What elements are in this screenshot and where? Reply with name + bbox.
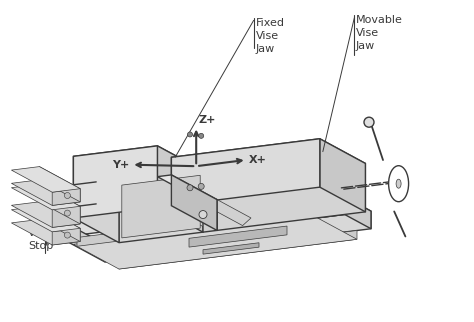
- Polygon shape: [11, 202, 80, 227]
- Circle shape: [187, 185, 193, 191]
- Polygon shape: [73, 156, 119, 243]
- Polygon shape: [39, 184, 80, 224]
- Polygon shape: [11, 166, 80, 192]
- Polygon shape: [11, 219, 80, 245]
- Polygon shape: [11, 206, 80, 232]
- Polygon shape: [320, 139, 365, 212]
- Polygon shape: [11, 184, 80, 210]
- Circle shape: [64, 232, 71, 238]
- Polygon shape: [203, 243, 259, 254]
- Ellipse shape: [389, 166, 409, 202]
- Polygon shape: [73, 146, 203, 181]
- Text: Y+: Y+: [112, 160, 129, 170]
- Polygon shape: [172, 139, 365, 182]
- Polygon shape: [52, 206, 80, 227]
- Polygon shape: [52, 189, 80, 205]
- Polygon shape: [172, 157, 217, 231]
- Polygon shape: [119, 171, 203, 243]
- Polygon shape: [172, 175, 217, 231]
- Text: X+: X+: [248, 155, 266, 165]
- Polygon shape: [59, 186, 325, 237]
- Polygon shape: [52, 228, 80, 245]
- Circle shape: [364, 117, 374, 127]
- Polygon shape: [157, 175, 217, 201]
- Polygon shape: [157, 146, 203, 232]
- Polygon shape: [172, 139, 320, 206]
- Polygon shape: [325, 186, 371, 229]
- Polygon shape: [122, 175, 200, 238]
- Polygon shape: [119, 231, 357, 269]
- Polygon shape: [203, 200, 217, 232]
- Polygon shape: [77, 208, 315, 246]
- Polygon shape: [59, 186, 371, 244]
- Circle shape: [64, 193, 71, 198]
- Circle shape: [188, 132, 192, 137]
- Polygon shape: [173, 203, 218, 230]
- Circle shape: [198, 183, 204, 189]
- Polygon shape: [73, 214, 357, 269]
- Polygon shape: [59, 220, 105, 262]
- Polygon shape: [207, 198, 251, 226]
- Polygon shape: [189, 226, 287, 247]
- Ellipse shape: [396, 179, 401, 188]
- Circle shape: [64, 210, 71, 216]
- Text: Vise
Stop: Vise Stop: [28, 228, 53, 251]
- Polygon shape: [73, 146, 157, 218]
- Polygon shape: [217, 164, 365, 231]
- Polygon shape: [105, 211, 371, 262]
- Text: Movable
Vise
Jaw: Movable Vise Jaw: [356, 15, 403, 52]
- Text: Fixed
Vise
Jaw: Fixed Vise Jaw: [256, 18, 285, 54]
- Circle shape: [199, 133, 204, 138]
- Text: Z+: Z+: [198, 115, 216, 125]
- Polygon shape: [11, 180, 80, 205]
- Circle shape: [199, 211, 207, 219]
- Polygon shape: [39, 166, 80, 202]
- Polygon shape: [39, 206, 80, 242]
